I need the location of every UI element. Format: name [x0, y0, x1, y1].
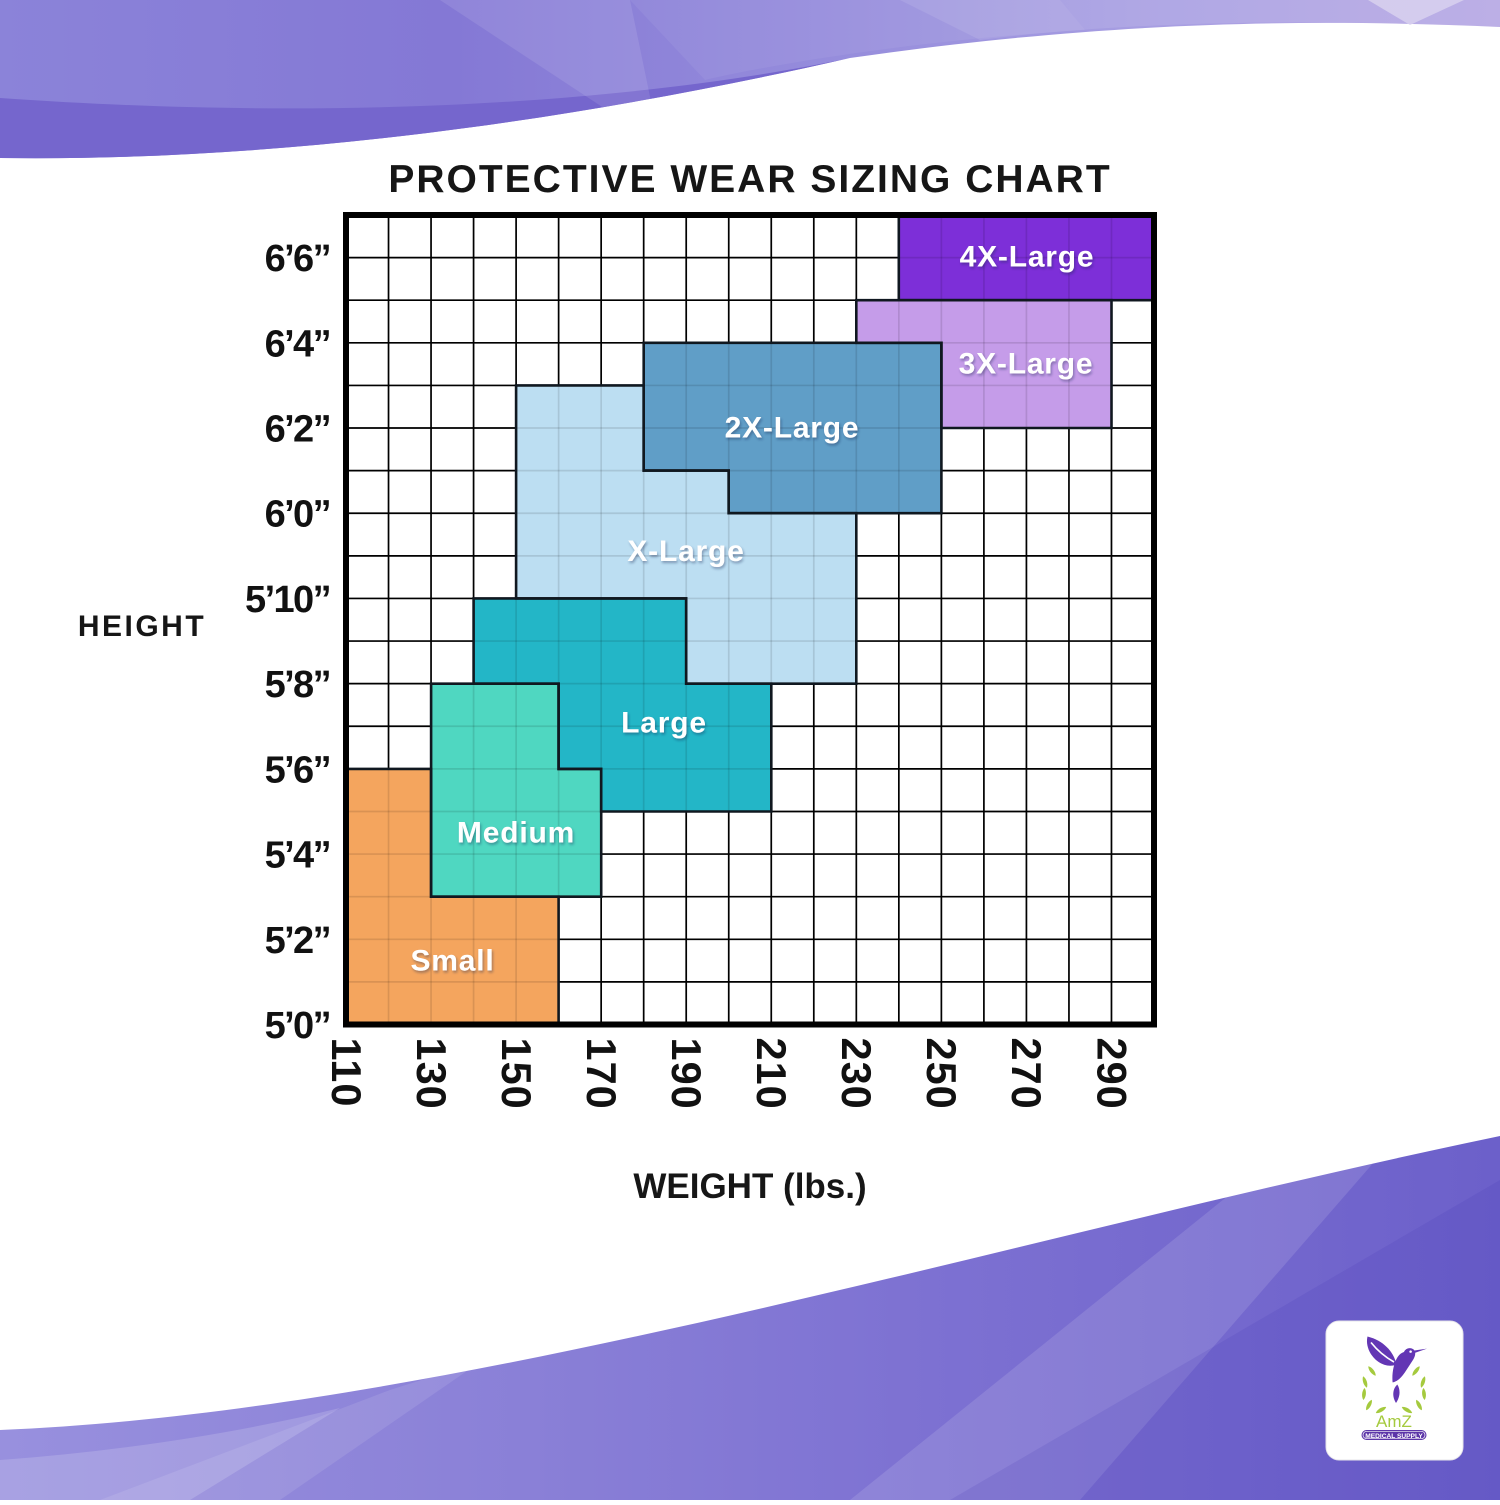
svg-text:150: 150 — [493, 1038, 540, 1110]
svg-text:6’0”: 6’0” — [265, 494, 330, 536]
svg-text:130: 130 — [408, 1038, 455, 1110]
svg-text:6’2”: 6’2” — [265, 409, 330, 451]
svg-text:170: 170 — [578, 1038, 625, 1110]
svg-text:MEDICAL SUPPLY: MEDICAL SUPPLY — [1365, 1433, 1423, 1440]
svg-text:270: 270 — [1003, 1038, 1050, 1110]
svg-text:Medium: Medium — [457, 817, 575, 850]
svg-text:PROTECTIVE WEAR SIZING CHART: PROTECTIVE WEAR SIZING CHART — [388, 158, 1111, 201]
svg-text:190: 190 — [663, 1038, 710, 1110]
svg-text:110: 110 — [323, 1038, 370, 1108]
svg-text:230: 230 — [833, 1038, 880, 1110]
svg-text:5’4”: 5’4” — [265, 835, 330, 877]
svg-text:AmZ: AmZ — [1376, 1412, 1412, 1431]
svg-text:210: 210 — [748, 1038, 795, 1110]
svg-text:HEIGHT: HEIGHT — [78, 610, 206, 643]
svg-text:Small: Small — [410, 945, 494, 978]
svg-text:3X-Large: 3X-Large — [959, 348, 1094, 381]
svg-text:5’6”: 5’6” — [265, 749, 330, 791]
svg-text:2X-Large: 2X-Large — [725, 412, 860, 445]
svg-text:6’6”: 6’6” — [265, 238, 330, 280]
svg-text:6’4”: 6’4” — [265, 323, 330, 365]
svg-text:WEIGHT (lbs.): WEIGHT (lbs.) — [633, 1167, 866, 1206]
svg-text:250: 250 — [918, 1038, 965, 1110]
svg-text:5’2”: 5’2” — [265, 920, 330, 962]
svg-text:Large: Large — [621, 707, 707, 740]
svg-text:5’8”: 5’8” — [265, 664, 330, 706]
svg-text:5’0”: 5’0” — [265, 1005, 330, 1047]
svg-text:4X-Large: 4X-Large — [960, 241, 1095, 274]
svg-text:290: 290 — [1088, 1038, 1135, 1110]
svg-text:5’10”: 5’10” — [245, 579, 330, 621]
svg-text:X-Large: X-Large — [627, 535, 744, 568]
